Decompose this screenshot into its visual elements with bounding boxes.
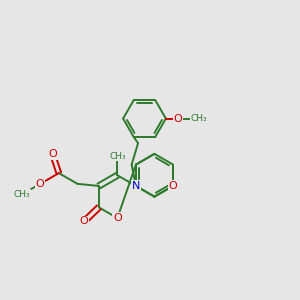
- Text: O: O: [113, 213, 122, 223]
- Text: O: O: [169, 181, 177, 191]
- Text: O: O: [36, 179, 45, 189]
- Text: O: O: [173, 114, 182, 124]
- Text: CH₃: CH₃: [109, 152, 126, 160]
- Text: O: O: [48, 149, 57, 159]
- Text: CH₃: CH₃: [13, 190, 30, 199]
- Text: CH₃: CH₃: [190, 114, 207, 123]
- Text: O: O: [80, 217, 88, 226]
- Text: N: N: [132, 181, 140, 191]
